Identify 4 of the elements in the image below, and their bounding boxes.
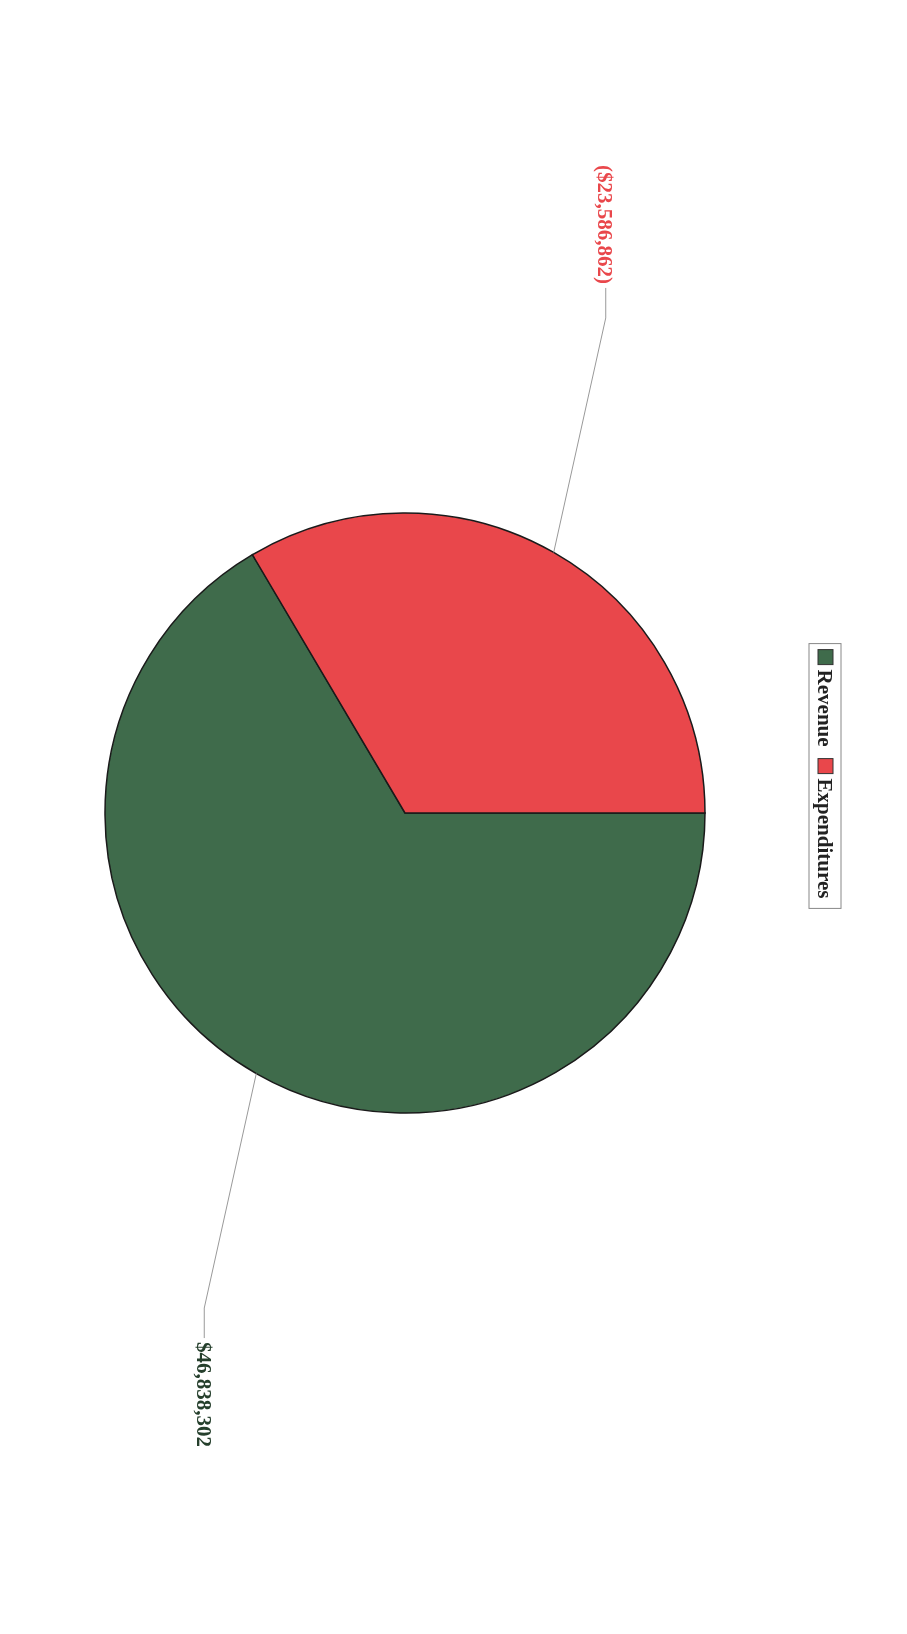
legend-label: Revenue <box>812 669 837 747</box>
data-label: ($23,586,862) <box>593 164 618 284</box>
legend-label: Expenditures <box>812 778 837 899</box>
data-label: $46,838,302 <box>191 1342 216 1448</box>
